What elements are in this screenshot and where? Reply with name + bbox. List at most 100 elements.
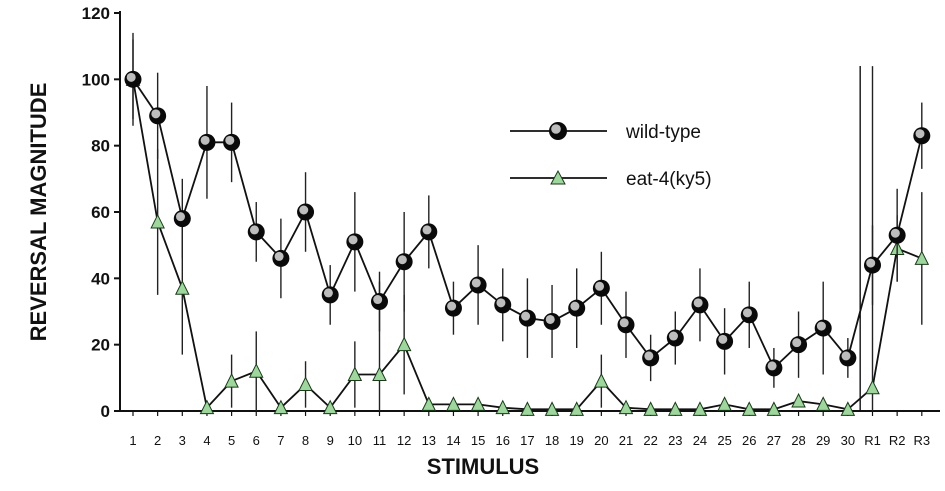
data-point	[273, 399, 289, 415]
data-point-highlight	[816, 321, 826, 331]
series-wild-type	[124, 32, 931, 388]
data-point	[865, 379, 880, 395]
x-tick-label: 9	[327, 433, 334, 448]
y-tick-label: 100	[82, 70, 110, 89]
data-point	[790, 336, 808, 354]
data-point	[395, 253, 413, 271]
x-tick-label: 25	[717, 433, 731, 448]
data-point-highlight	[397, 255, 407, 265]
data-point	[740, 306, 758, 324]
data-point-highlight	[669, 331, 678, 341]
data-point	[297, 203, 315, 221]
y-tick-label: 60	[91, 203, 110, 222]
data-point	[592, 279, 610, 297]
y-tick-label: 120	[82, 4, 110, 23]
data-point	[149, 107, 167, 125]
data-point	[617, 316, 635, 334]
x-tick-label: 27	[767, 433, 781, 448]
y-tick-label: 0	[101, 402, 110, 421]
x-tick-label: 16	[496, 433, 510, 448]
data-point-highlight	[792, 338, 802, 348]
data-point	[173, 210, 191, 228]
data-point	[420, 223, 438, 241]
data-point-highlight	[348, 235, 358, 245]
x-axis-title: STIMULUS	[427, 454, 539, 479]
x-tick-label: 24	[693, 433, 707, 448]
data-point-highlight	[422, 225, 432, 235]
x-tick-label: 3	[179, 433, 186, 448]
data-point	[372, 366, 387, 382]
data-point	[520, 401, 535, 416]
x-tick-label: 11	[373, 433, 387, 448]
legend-entry-wild-type: wild-type	[510, 122, 701, 143]
data-point-highlight	[496, 298, 506, 308]
data-point-highlight	[373, 295, 383, 305]
data-point	[495, 399, 511, 415]
data-point-highlight	[225, 135, 235, 145]
x-tick-label: 10	[348, 433, 362, 448]
data-point-highlight	[200, 135, 210, 145]
data-point-highlight	[299, 205, 309, 215]
data-point	[223, 133, 241, 151]
data-point	[124, 70, 142, 88]
data-point-highlight	[126, 72, 136, 82]
data-point	[518, 309, 536, 327]
data-point	[346, 233, 364, 251]
data-point	[347, 366, 363, 382]
x-tick-label: 21	[619, 433, 633, 448]
data-point-highlight	[693, 298, 703, 308]
data-point	[667, 401, 683, 416]
data-point	[717, 396, 732, 411]
data-point	[914, 250, 930, 265]
data-point	[568, 299, 586, 317]
data-point-highlight	[176, 212, 185, 222]
x-tick-label: 4	[203, 433, 210, 448]
data-point-highlight	[866, 258, 876, 268]
series-line	[132, 79, 923, 411]
legend-marker-highlight	[551, 124, 561, 134]
x-tick-label: 15	[471, 433, 485, 448]
x-tick-label: 28	[791, 433, 805, 448]
data-point	[470, 396, 486, 411]
x-tick-label: 26	[742, 433, 756, 448]
x-tick-label: 30	[841, 433, 855, 448]
x-tick-label: 29	[816, 433, 830, 448]
x-tick-label: 18	[545, 433, 559, 448]
data-point	[643, 401, 658, 416]
data-point	[150, 213, 165, 229]
data-point	[666, 329, 684, 347]
x-tick-label: R2	[889, 433, 906, 448]
data-point-highlight	[742, 308, 752, 318]
data-point-highlight	[767, 361, 777, 371]
data-point	[446, 396, 461, 411]
data-point-highlight	[619, 318, 629, 328]
data-point-highlight	[274, 251, 284, 261]
x-tick-label: 17	[520, 433, 534, 448]
data-point	[766, 401, 782, 416]
data-point-highlight	[521, 311, 531, 321]
series-eat-4	[125, 39, 930, 416]
data-point	[791, 392, 806, 408]
data-point-highlight	[545, 314, 555, 324]
x-tick-label: R3	[913, 433, 930, 448]
data-point-highlight	[841, 351, 851, 361]
data-point	[815, 396, 831, 411]
data-point	[272, 249, 290, 267]
data-point	[298, 376, 313, 391]
x-tick-label: 23	[668, 433, 682, 448]
data-point	[421, 396, 437, 411]
data-point-highlight	[595, 281, 605, 291]
x-tick-label: 19	[569, 433, 583, 448]
data-point	[642, 349, 660, 367]
data-point-highlight	[890, 228, 900, 238]
legend: wild-type eat-4(ky5)	[510, 122, 712, 190]
data-point	[544, 401, 560, 416]
legend-label: wild-type	[625, 122, 701, 143]
data-point	[840, 401, 856, 416]
x-tick-label: 13	[422, 433, 436, 448]
data-point-highlight	[249, 225, 259, 235]
y-tick-label: 20	[91, 336, 110, 355]
data-point	[741, 401, 757, 416]
